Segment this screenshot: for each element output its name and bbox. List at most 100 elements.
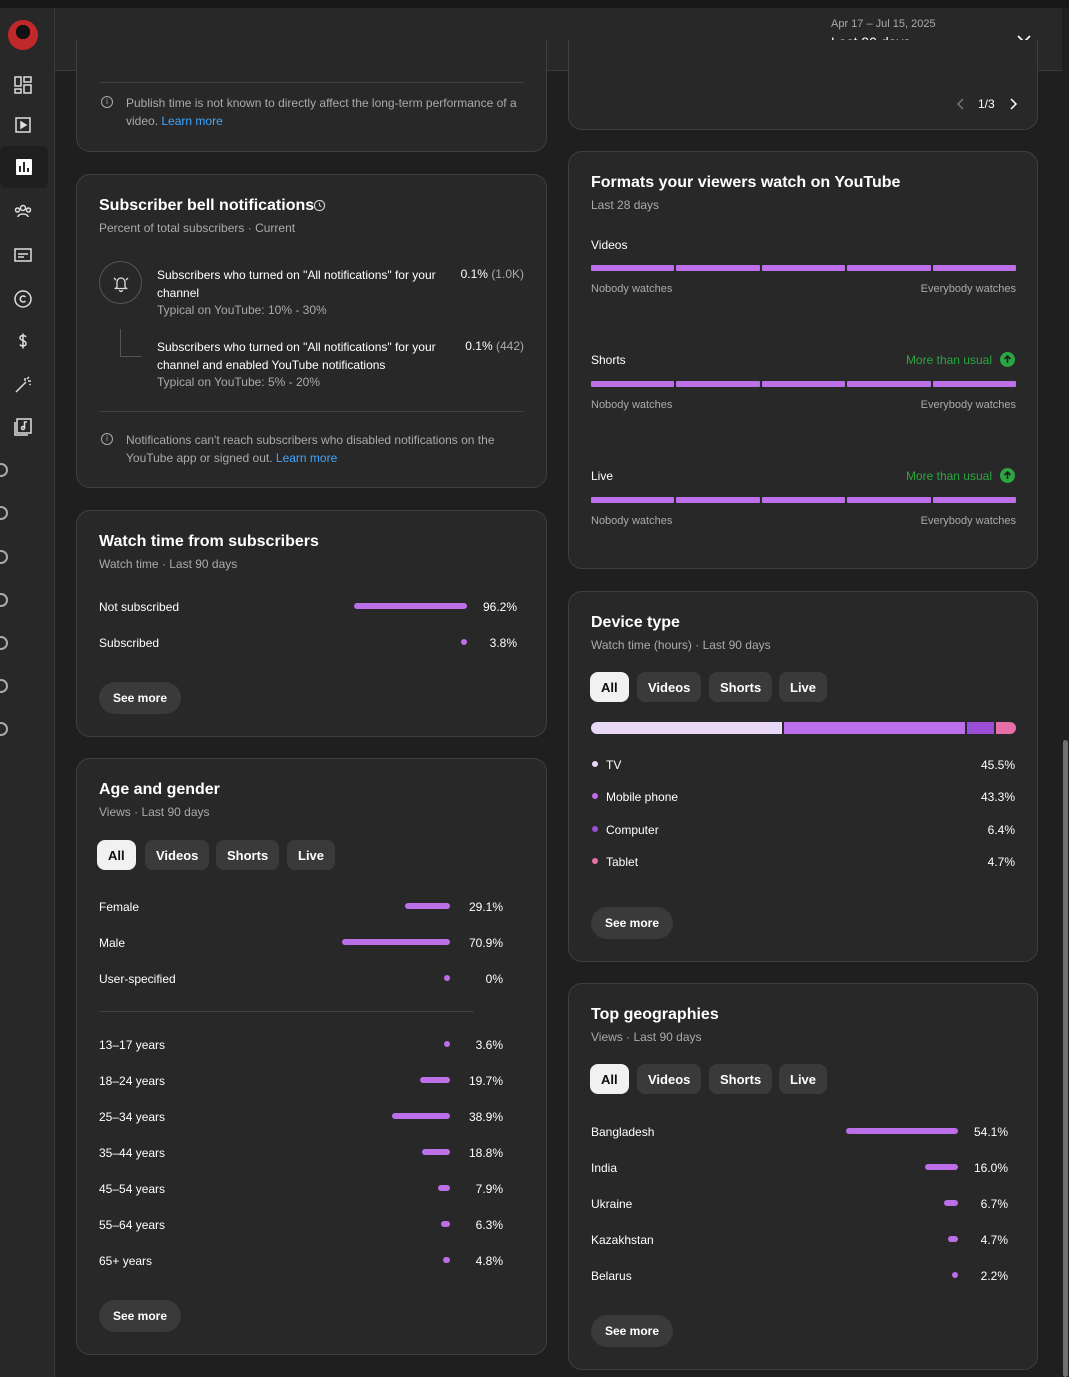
scrollbar-thumb[interactable] <box>1063 740 1068 1377</box>
subscriber-bell-card: Subscriber bell notifications Percent of… <box>76 174 547 488</box>
filter-chip-videos[interactable]: Videos <box>637 1064 702 1094</box>
filter-chip-all[interactable]: All <box>590 1064 629 1094</box>
gender-row: User-specified 0% <box>99 969 503 989</box>
geo-row: Bangladesh 54.1% <box>591 1122 1008 1142</box>
community-icon[interactable] <box>8 196 38 226</box>
format-scale-labels: Nobody watches Everybody watches <box>591 515 1016 527</box>
row-bar <box>444 975 450 981</box>
divider <box>99 1011 474 1012</box>
filter-chip-all[interactable]: All <box>97 840 136 870</box>
publish-time-card: i Publish time is not known to directly … <box>76 40 547 152</box>
row-value: 3.6% <box>475 1038 503 1052</box>
rail-extra-icon-3[interactable] <box>0 593 8 607</box>
filter-chip-shorts[interactable]: Shorts <box>709 1064 773 1094</box>
filter-chip-live[interactable]: Live <box>779 672 828 702</box>
device-row: Computer 6.4% <box>591 821 1015 839</box>
channel-avatar[interactable] <box>8 20 38 50</box>
rail-extra-icon-6[interactable] <box>0 722 8 736</box>
filter-chip-videos[interactable]: Videos <box>145 840 210 870</box>
bell-note: Notifications can't reach subscribers wh… <box>126 431 516 467</box>
row-value: 29.1% <box>468 900 503 914</box>
subtitles-icon[interactable] <box>8 240 38 270</box>
device-value: 6.4% <box>987 822 1015 837</box>
see-more-button[interactable]: See more <box>591 1315 674 1347</box>
learn-more-link[interactable]: Learn more <box>161 114 223 128</box>
earn-icon[interactable] <box>8 326 38 356</box>
analytics-icon[interactable] <box>0 146 48 188</box>
copyright-icon[interactable] <box>8 284 38 314</box>
device-row: Tablet 4.7% <box>591 853 1015 871</box>
filter-chip-videos[interactable]: Videos <box>637 672 702 702</box>
row-bar <box>944 1200 958 1206</box>
see-more-button[interactable]: See more <box>591 907 674 939</box>
device-row: Mobile phone 43.3% <box>591 788 1015 806</box>
card-subtitle: Views · Last 90 days <box>99 805 210 819</box>
row-value: 4.8% <box>475 1254 503 1268</box>
row-bar <box>948 1236 958 1242</box>
customization-icon[interactable] <box>8 370 38 400</box>
bell-item-count: (1.0K) <box>491 267 524 281</box>
filter-chip-all[interactable]: All <box>590 672 629 702</box>
rail-extra-icon-1[interactable] <box>0 506 8 520</box>
format-label-videos: Videos <box>591 238 628 252</box>
scale-left-label: Nobody watches <box>591 283 673 295</box>
badge-text: More than usual <box>905 468 992 483</box>
row-bar <box>442 1257 450 1263</box>
arrow-up-icon <box>1000 352 1015 367</box>
see-more-button[interactable]: See more <box>99 682 182 714</box>
tree-connector <box>120 329 142 357</box>
device-label: Tablet <box>606 854 639 869</box>
filter-chip-shorts[interactable]: Shorts <box>216 840 280 870</box>
see-more-button[interactable]: See more <box>99 1300 182 1332</box>
chevron-left-icon[interactable] <box>955 97 967 111</box>
bell-item-count: (442) <box>495 339 524 353</box>
row-label: Ukraine <box>591 1197 633 1211</box>
row-bar <box>438 1185 450 1191</box>
legend-dot <box>592 857 598 864</box>
arrow-up-icon <box>1000 468 1015 483</box>
pager-label: 1/3 <box>978 97 995 111</box>
age-gender-card: Age and gender Views · Last 90 days All … <box>76 758 547 1355</box>
device-value: 43.3% <box>980 790 1015 805</box>
format-label-live: Live <box>591 469 614 483</box>
card-subtitle: Views · Last 90 days <box>591 1030 702 1044</box>
more-than-usual-badge: More than usual <box>906 352 1015 367</box>
card-subtitle: Percent of total subscribers · Current <box>99 221 296 235</box>
window-top-edge <box>0 0 1069 8</box>
content-icon[interactable] <box>8 110 38 140</box>
rail-extra-icon-4[interactable] <box>0 636 8 650</box>
device-label: Computer <box>606 822 659 837</box>
filter-chip-shorts[interactable]: Shorts <box>709 672 773 702</box>
bell-item-typical: Typical on YouTube: 10% - 30% <box>157 303 327 317</box>
learn-more-link[interactable]: Learn more <box>275 451 338 465</box>
watch-row: Subscribed 3.8% <box>99 633 517 653</box>
format-scale-bar <box>591 381 1017 387</box>
dashboard-icon[interactable] <box>8 70 38 100</box>
row-label: User-specified <box>99 972 176 986</box>
device-stacked-bar <box>591 722 1016 734</box>
row-value: 54.1% <box>973 1125 1008 1139</box>
settings-icon[interactable] <box>0 463 8 477</box>
row-label: Kazakhstan <box>591 1233 654 1247</box>
filter-chip-live[interactable]: Live <box>779 1064 828 1094</box>
legend-dot <box>592 761 598 767</box>
format-scale-bar <box>591 265 1017 271</box>
page-scrollbar[interactable] <box>1062 8 1069 1377</box>
format-label-shorts: Shorts <box>591 353 626 367</box>
rail-extra-icon-2[interactable] <box>0 550 8 564</box>
rail-extra-icon-5[interactable] <box>0 679 8 693</box>
legend-dot <box>592 825 598 832</box>
bell-item-percent: 0.1% <box>460 267 488 281</box>
row-bar <box>461 639 467 645</box>
history-icon[interactable] <box>313 199 326 212</box>
device-label: TV <box>606 758 622 772</box>
age-row: 45–54 years 7.9% <box>99 1179 503 1199</box>
card-subtitle: Watch time · Last 90 days <box>99 557 238 571</box>
chevron-right-icon[interactable] <box>1007 97 1019 111</box>
audio-library-icon[interactable] <box>8 412 38 442</box>
filter-chip-live[interactable]: Live <box>287 840 336 870</box>
card-subtitle: Last 28 days <box>591 198 660 212</box>
info-icon: i <box>101 96 113 108</box>
device-value: 4.7% <box>987 854 1015 869</box>
row-bar <box>846 1128 958 1134</box>
